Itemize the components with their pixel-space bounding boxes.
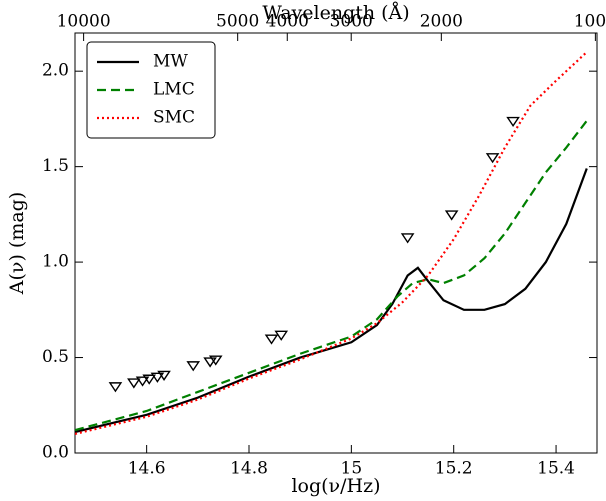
upper-limit-marker (264, 334, 279, 345)
y-tick-label: 1.0 (42, 252, 69, 272)
upper-limit-marker (127, 378, 141, 389)
x-tick-label: 15 (341, 459, 363, 479)
series-line (75, 51, 588, 435)
x2-tick-label: 10000 (57, 12, 111, 32)
x2-tick-label: 5000 (216, 12, 259, 32)
upper-limit-marker (157, 370, 171, 381)
y-tick-label: 2.0 (42, 61, 69, 81)
x-axis-label: log(ν/Hz) (291, 475, 380, 497)
y-tick-label: 1.5 (42, 156, 69, 176)
upper-limit-marker (400, 233, 415, 244)
legend-box (86, 41, 216, 139)
upper-limit-marker (135, 376, 150, 387)
upper-limit-marker (274, 330, 289, 341)
x-tick-label: 14.8 (230, 459, 268, 479)
y-tick-label: 0.0 (42, 443, 69, 463)
upper-limit-marker (142, 374, 157, 385)
upper-limit-marker (506, 116, 520, 128)
legend-label: SMC (153, 108, 195, 128)
upper-limit-marker (108, 382, 123, 393)
legend-label: LMC (153, 80, 195, 100)
legend-label: MW (153, 52, 188, 72)
y-tick-label: 0.5 (42, 347, 69, 367)
x-tick-label: 15.4 (537, 459, 575, 479)
x2-tick-label: 4000 (266, 12, 309, 32)
y-axis-label: A(ν) (mag) (6, 192, 28, 295)
upper-limit-marker (444, 210, 459, 221)
x2-tick-label: 3000 (330, 12, 373, 32)
upper-limit-marker (186, 361, 201, 372)
x2-tick-label: 2000 (420, 12, 463, 32)
upper-limit-marker (150, 372, 165, 383)
x-tick-label: 15.2 (435, 459, 473, 479)
x2-axis-label: Wavelength (Å) (262, 2, 409, 24)
upper-limit-marker (208, 355, 223, 366)
plot-frame (74, 32, 598, 454)
upper-limit-marker (203, 357, 217, 368)
x-tick-label: 14.6 (128, 459, 166, 479)
series-line (75, 168, 588, 434)
upper-limit-marker (485, 153, 500, 164)
series-line (75, 120, 588, 432)
x2-tick-label: 1000 (574, 12, 606, 32)
